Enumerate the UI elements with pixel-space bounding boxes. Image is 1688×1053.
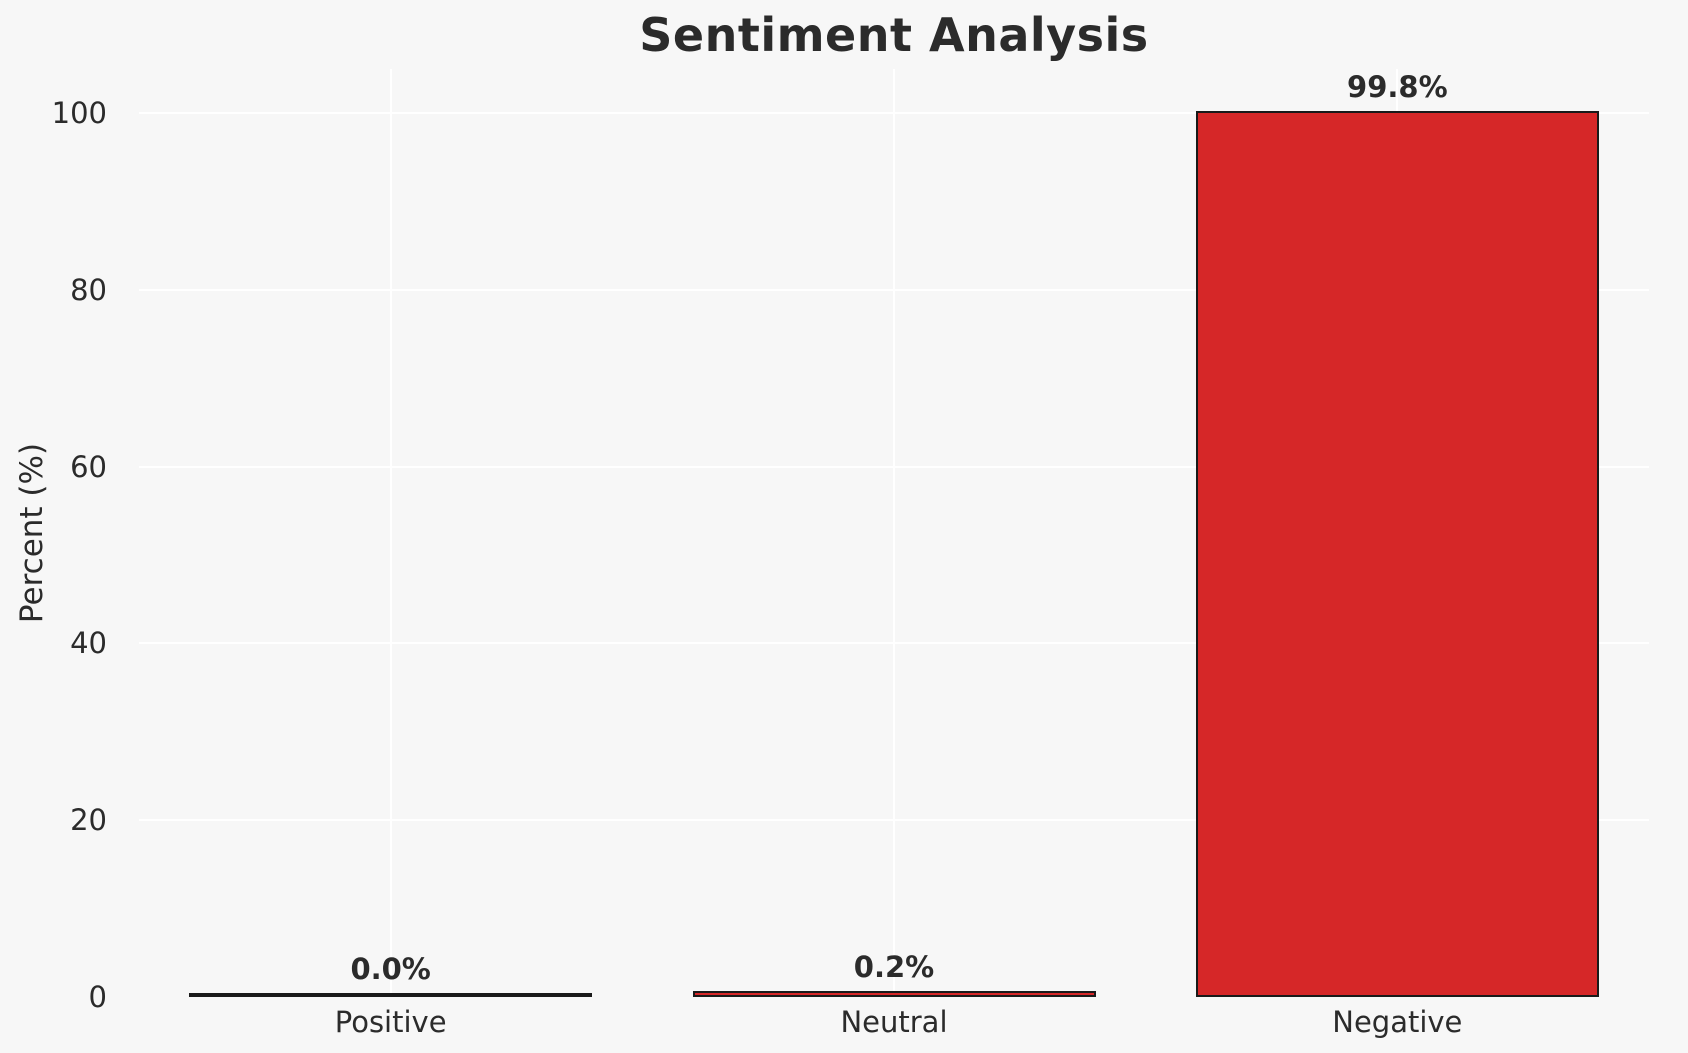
value-label: 0.2% [853, 950, 935, 985]
bar-neutral [692, 991, 1096, 997]
bar-negative [1195, 110, 1599, 997]
value-label: 0.0% [350, 952, 431, 986]
v-gridline [893, 69, 895, 997]
value-label: 99.8% [1347, 69, 1448, 104]
chart-title: Sentiment Analysis [639, 8, 1149, 62]
plot-area: 0.0% 0.2% 99.8% [139, 69, 1649, 997]
x-tick-label: Neutral [840, 1005, 948, 1039]
y-tick-label: 20 [70, 803, 107, 838]
y-tick-label: 60 [70, 449, 107, 484]
y-tick-label: 80 [70, 272, 107, 307]
x-tick-label: Negative [1332, 1005, 1463, 1039]
y-tick-label: 100 [51, 96, 107, 130]
y-tick-label: 40 [70, 626, 107, 661]
y-tick-label: 0 [88, 980, 107, 1014]
v-gridline [389, 69, 392, 997]
x-tick-label: Positive [334, 1005, 447, 1039]
bar-positive [189, 993, 593, 997]
